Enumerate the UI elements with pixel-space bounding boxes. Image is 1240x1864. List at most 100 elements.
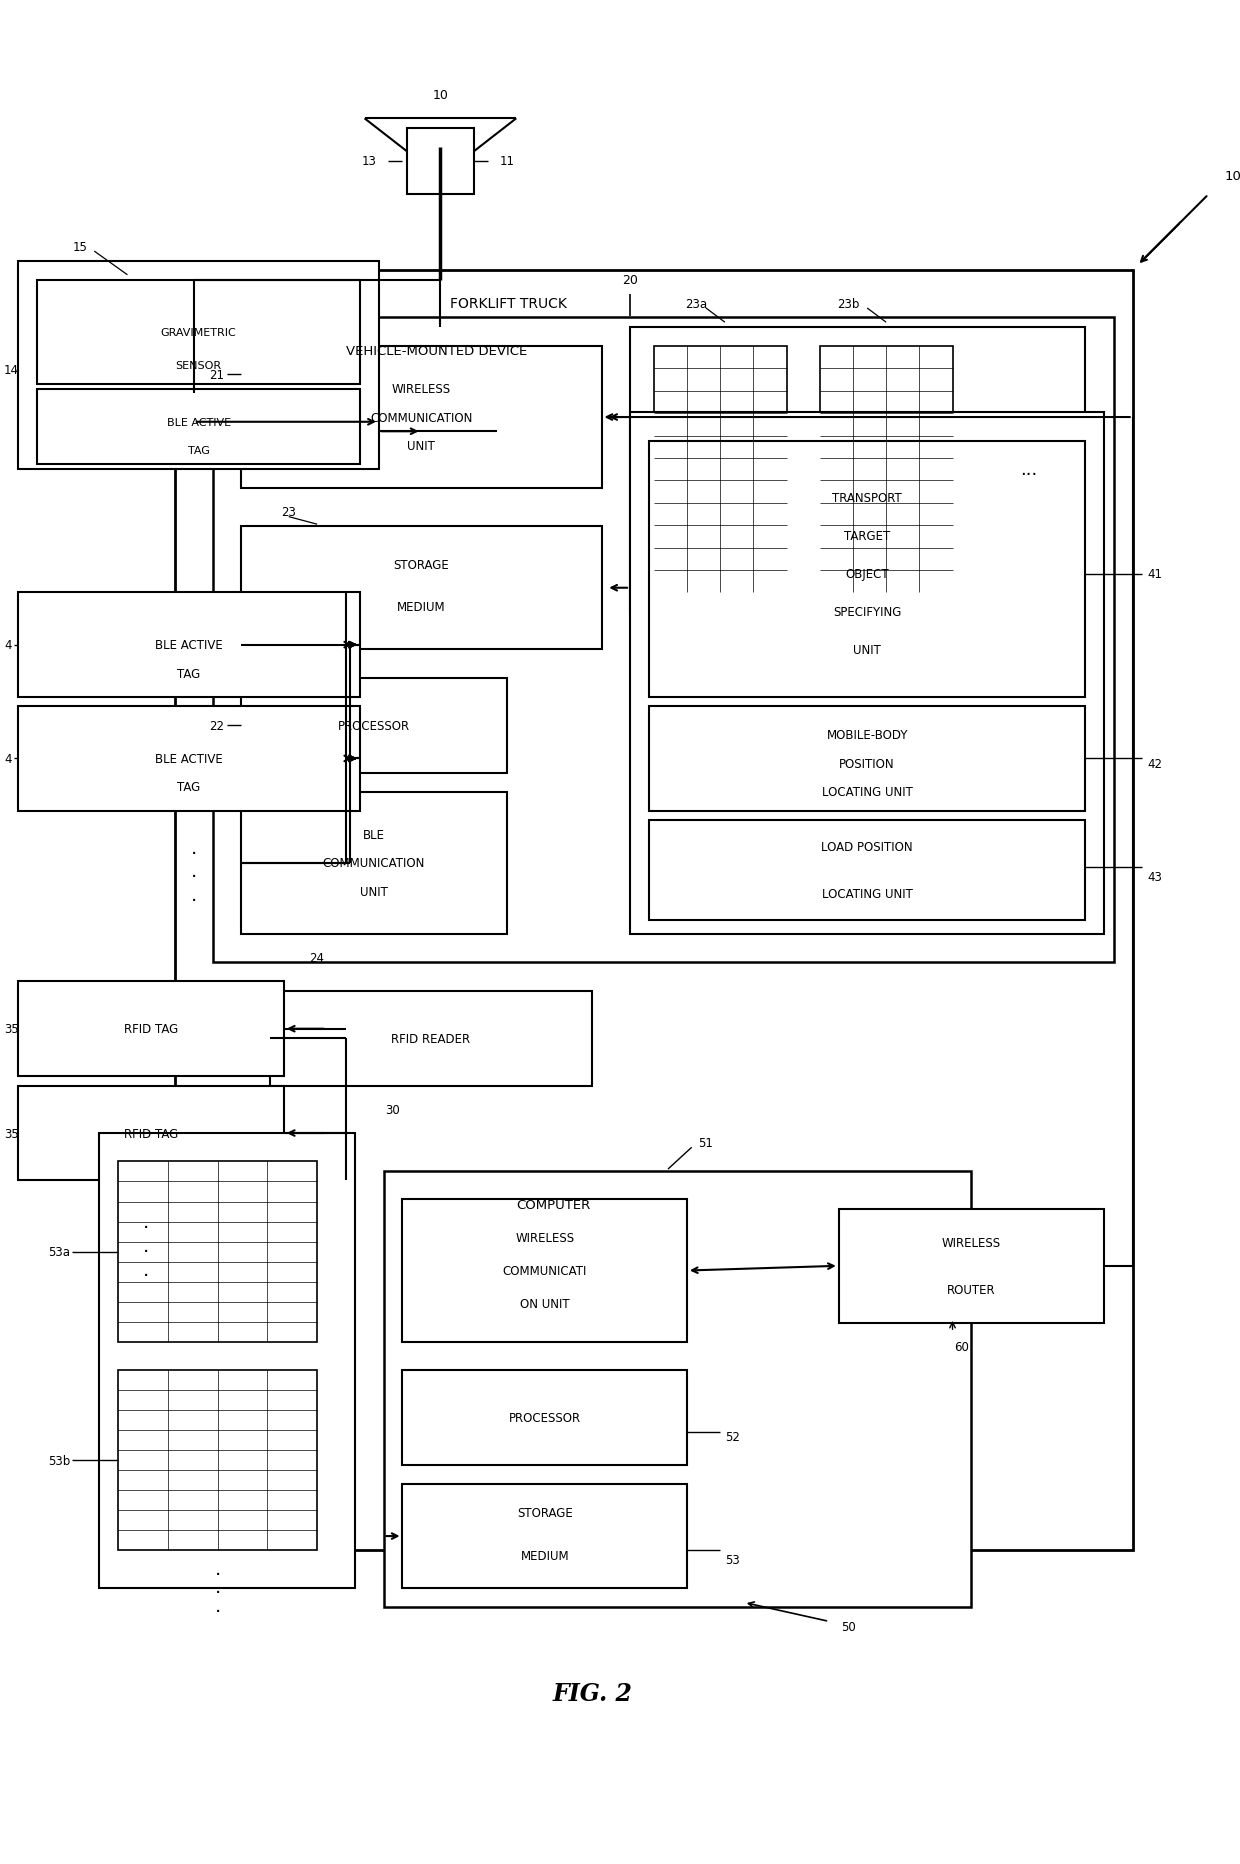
Text: FORKLIFT TRUCK: FORKLIFT TRUCK: [450, 296, 567, 311]
Text: 35: 35: [4, 1023, 19, 1036]
Text: STORAGE: STORAGE: [517, 1506, 573, 1519]
Text: BLE ACTIVE: BLE ACTIVE: [155, 639, 223, 652]
Bar: [383, 1171, 971, 1607]
Text: SENSOR: SENSOR: [176, 360, 222, 371]
Bar: [653, 347, 786, 593]
Bar: [649, 820, 1085, 921]
Text: RFID READER: RFID READER: [392, 1033, 470, 1046]
Bar: [99, 1133, 355, 1588]
Text: ON UNIT: ON UNIT: [520, 1297, 569, 1310]
Text: ·: ·: [144, 1266, 150, 1284]
Bar: [118, 1161, 317, 1342]
Text: RFID TAG: RFID TAG: [124, 1023, 179, 1036]
Text: ·: ·: [144, 1219, 150, 1238]
Bar: [630, 414, 1105, 934]
Text: 53a: 53a: [48, 1245, 71, 1258]
Text: 20: 20: [622, 274, 639, 287]
Bar: [242, 792, 507, 934]
Text: 52: 52: [725, 1430, 740, 1443]
Text: WIRELESS: WIRELESS: [942, 1236, 1001, 1249]
Text: COMMUNICATI: COMMUNICATI: [502, 1264, 587, 1277]
Bar: [403, 1370, 687, 1465]
Text: ·: ·: [215, 1584, 221, 1603]
Text: 23b: 23b: [837, 298, 859, 311]
Text: ·: ·: [215, 1603, 221, 1622]
Text: OBJECT: OBJECT: [846, 569, 889, 582]
Text: ·: ·: [191, 869, 197, 887]
Text: FIG. 2: FIG. 2: [552, 1681, 632, 1706]
Text: 21: 21: [210, 369, 224, 382]
Text: BLE ACTIVE: BLE ACTIVE: [166, 418, 231, 427]
Text: 35: 35: [4, 1128, 19, 1141]
Text: 53b: 53b: [48, 1454, 71, 1467]
Text: UNIT: UNIT: [360, 885, 388, 898]
Text: ·: ·: [191, 891, 197, 911]
Text: STORAGE: STORAGE: [393, 557, 449, 570]
Bar: [649, 706, 1085, 811]
Text: SPECIFYING: SPECIFYING: [833, 606, 901, 619]
Text: 13: 13: [362, 155, 377, 168]
Text: LOCATING UNIT: LOCATING UNIT: [822, 887, 913, 900]
Text: ...: ...: [1019, 460, 1037, 479]
Text: ·: ·: [215, 1564, 221, 1584]
Text: 4: 4: [4, 753, 11, 766]
Bar: [19, 261, 378, 470]
Bar: [19, 982, 284, 1077]
Text: 23a: 23a: [686, 298, 708, 311]
Bar: [649, 442, 1085, 697]
Text: COMMUNICATION: COMMUNICATION: [371, 412, 472, 425]
Text: 15: 15: [73, 240, 88, 254]
Bar: [838, 1210, 1105, 1323]
Text: COMPUTER: COMPUTER: [516, 1199, 590, 1212]
Bar: [213, 319, 1114, 964]
Bar: [175, 270, 1132, 1551]
Text: 43: 43: [1147, 870, 1162, 884]
Text: MEDIUM: MEDIUM: [521, 1549, 569, 1562]
Text: TAG: TAG: [177, 667, 201, 680]
Bar: [630, 328, 1085, 611]
Text: ·: ·: [144, 1243, 150, 1262]
Text: MOBILE-BODY: MOBILE-BODY: [826, 729, 908, 742]
Text: BLE ACTIVE: BLE ACTIVE: [155, 753, 223, 766]
Text: WIRELESS: WIRELESS: [392, 382, 451, 395]
Text: 41: 41: [1147, 569, 1162, 582]
Text: 50: 50: [841, 1620, 856, 1633]
Text: 14: 14: [4, 363, 19, 377]
Text: ROUTER: ROUTER: [947, 1282, 996, 1295]
Text: POSITION: POSITION: [839, 757, 895, 770]
Text: 100: 100: [1224, 170, 1240, 183]
Bar: [118, 1370, 317, 1551]
Text: 10: 10: [433, 89, 449, 103]
Bar: [242, 347, 601, 488]
Text: 23: 23: [281, 507, 296, 518]
Text: BLE: BLE: [363, 828, 384, 841]
Text: ·: ·: [191, 844, 197, 863]
Text: TRANSPORT: TRANSPORT: [832, 492, 901, 505]
Bar: [242, 528, 601, 651]
Text: PROCESSOR: PROCESSOR: [339, 720, 410, 733]
Text: 11: 11: [500, 155, 515, 168]
Text: TARGET: TARGET: [844, 529, 890, 542]
Bar: [820, 347, 952, 593]
Text: MEDIUM: MEDIUM: [397, 600, 445, 613]
Text: WIRELESS: WIRELESS: [515, 1232, 574, 1243]
Text: UNIT: UNIT: [853, 643, 882, 656]
Text: TAG: TAG: [187, 445, 210, 457]
Text: RFID TAG: RFID TAG: [124, 1128, 179, 1141]
Text: 42: 42: [1147, 757, 1162, 770]
Text: GRAVIMETRIC: GRAVIMETRIC: [161, 328, 237, 337]
Bar: [37, 280, 360, 384]
Text: 53: 53: [725, 1553, 739, 1566]
Bar: [37, 390, 360, 466]
Text: LOCATING UNIT: LOCATING UNIT: [822, 787, 913, 798]
Text: 24: 24: [310, 951, 325, 964]
Bar: [403, 1200, 687, 1342]
Text: UNIT: UNIT: [408, 440, 435, 453]
Bar: [403, 1484, 687, 1588]
Bar: [19, 593, 360, 697]
Text: COMMUNICATION: COMMUNICATION: [322, 857, 425, 870]
Text: TAG: TAG: [177, 781, 201, 794]
Text: 22: 22: [210, 720, 224, 733]
Bar: [19, 706, 360, 811]
Text: LOAD POSITION: LOAD POSITION: [821, 841, 913, 854]
